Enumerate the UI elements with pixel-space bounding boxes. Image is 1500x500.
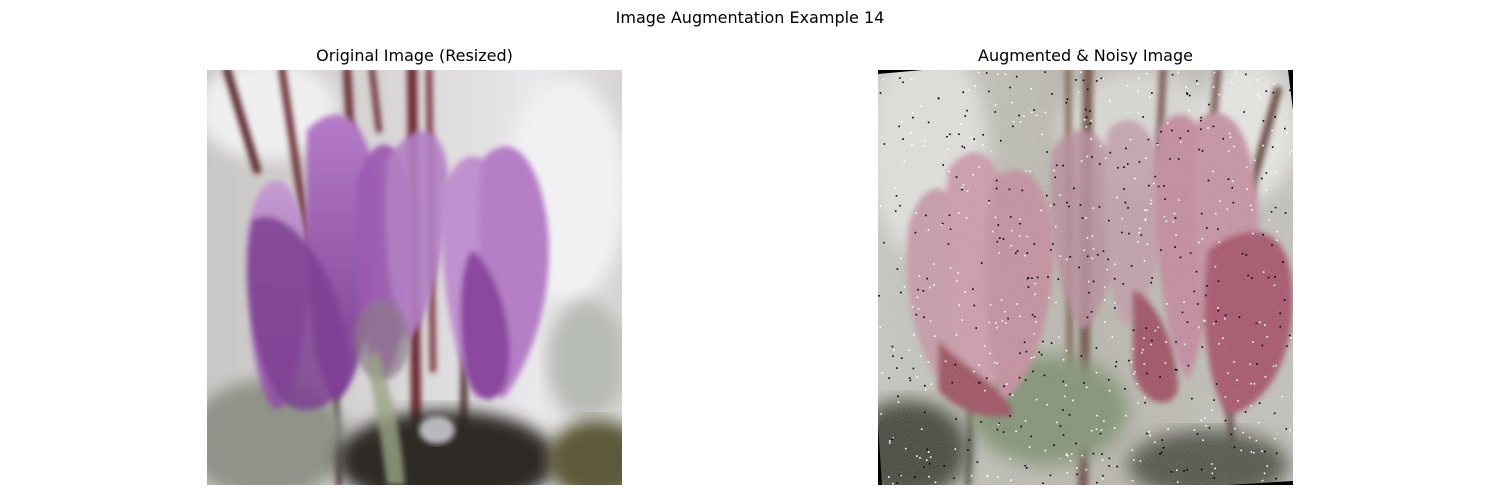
original-image bbox=[207, 70, 622, 485]
figure-title: Image Augmentation Example 14 bbox=[0, 8, 1500, 28]
augmented-image-title: Augmented & Noisy Image bbox=[878, 46, 1293, 66]
augmented-image bbox=[878, 70, 1293, 485]
original-image-title: Original Image (Resized) bbox=[207, 46, 622, 66]
